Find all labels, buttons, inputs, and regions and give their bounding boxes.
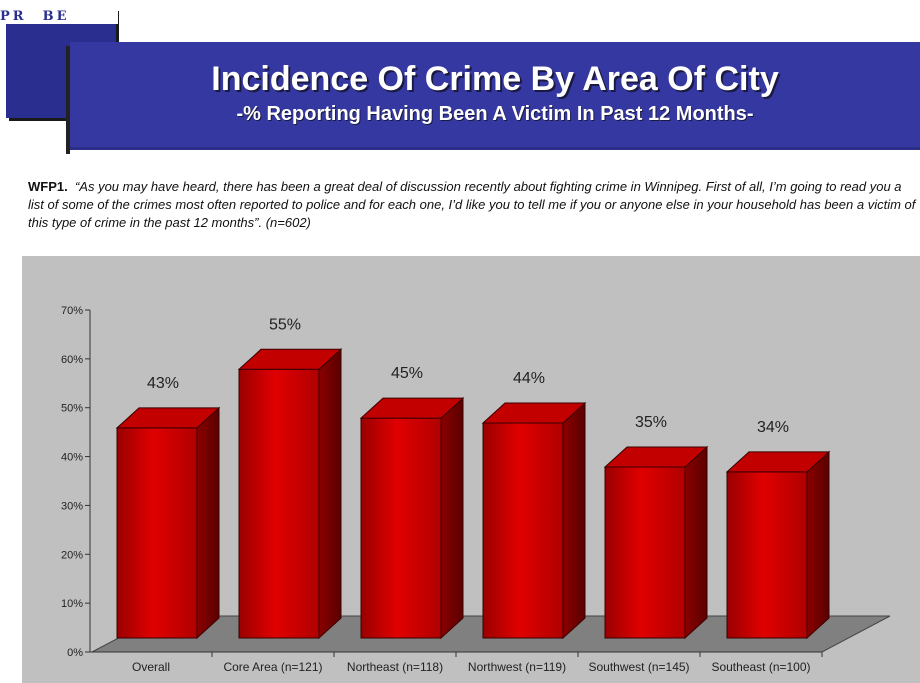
y-tick-label: 40% [61,452,83,464]
bar-top [481,402,587,424]
y-tick-label: 10% [61,598,83,610]
y-tick-label: 0% [67,647,83,659]
bar [116,427,198,639]
data-label: 45% [391,365,423,382]
y-tick-label: 70% [61,305,83,317]
bar-top [725,451,831,473]
bar-side [440,397,464,640]
data-label: 44% [513,370,545,387]
x-tick-label: Overall [132,660,170,674]
bar-top [603,446,709,468]
logo-letters: PR BE [0,9,70,24]
bar [482,422,564,639]
bar [360,417,442,639]
bar-side [684,445,708,640]
data-label: 35% [635,414,667,431]
bar [238,368,320,639]
chart-panel: 0% 10% 20% 30% 40% 50% 60% 70% 43% Overall 55% Core… [22,256,920,683]
data-label: 43% [147,375,179,392]
x-tick-label: Southwest (n=145) [588,660,689,674]
x-tick-label: Core Area (n=121) [223,660,322,674]
question-body: “As you may have heard, there has been a… [28,179,916,230]
page-subtitle: -% Reporting Having Been A Victim In Pas… [236,103,754,125]
bar-side [318,348,342,640]
x-tick-label: Southeast (n=100) [711,660,810,674]
y-tick-label: 50% [61,403,83,415]
logo: PR BE [0,0,118,24]
bar-top [359,397,465,419]
bar [726,471,808,639]
bar-top [115,407,221,429]
x-tick-label: Northwest (n=119) [468,660,566,674]
question-code: WFP1. [28,179,68,194]
banner-shadow [66,46,70,154]
x-tick-label: Northeast (n=118) [347,660,443,674]
bar-chart: 0% 10% 20% 30% 40% 50% 60% 70% 43% Overall 55% Core… [61,305,891,674]
y-tick-label: 60% [61,354,83,366]
data-label: 34% [757,419,789,436]
y-tick-label: 30% [61,500,83,512]
question-text: WFP1. “As you may have heard, there has … [28,178,918,232]
bar-side [562,401,586,640]
bar [604,466,686,639]
bar-side [806,450,830,640]
y-tick-label: 20% [61,549,83,561]
page-title: Incidence Of Crime By Area Of City [211,60,779,98]
bar-top [237,348,343,370]
title-banner [70,42,920,150]
data-label: 55% [269,316,301,333]
bar-side [196,406,220,640]
